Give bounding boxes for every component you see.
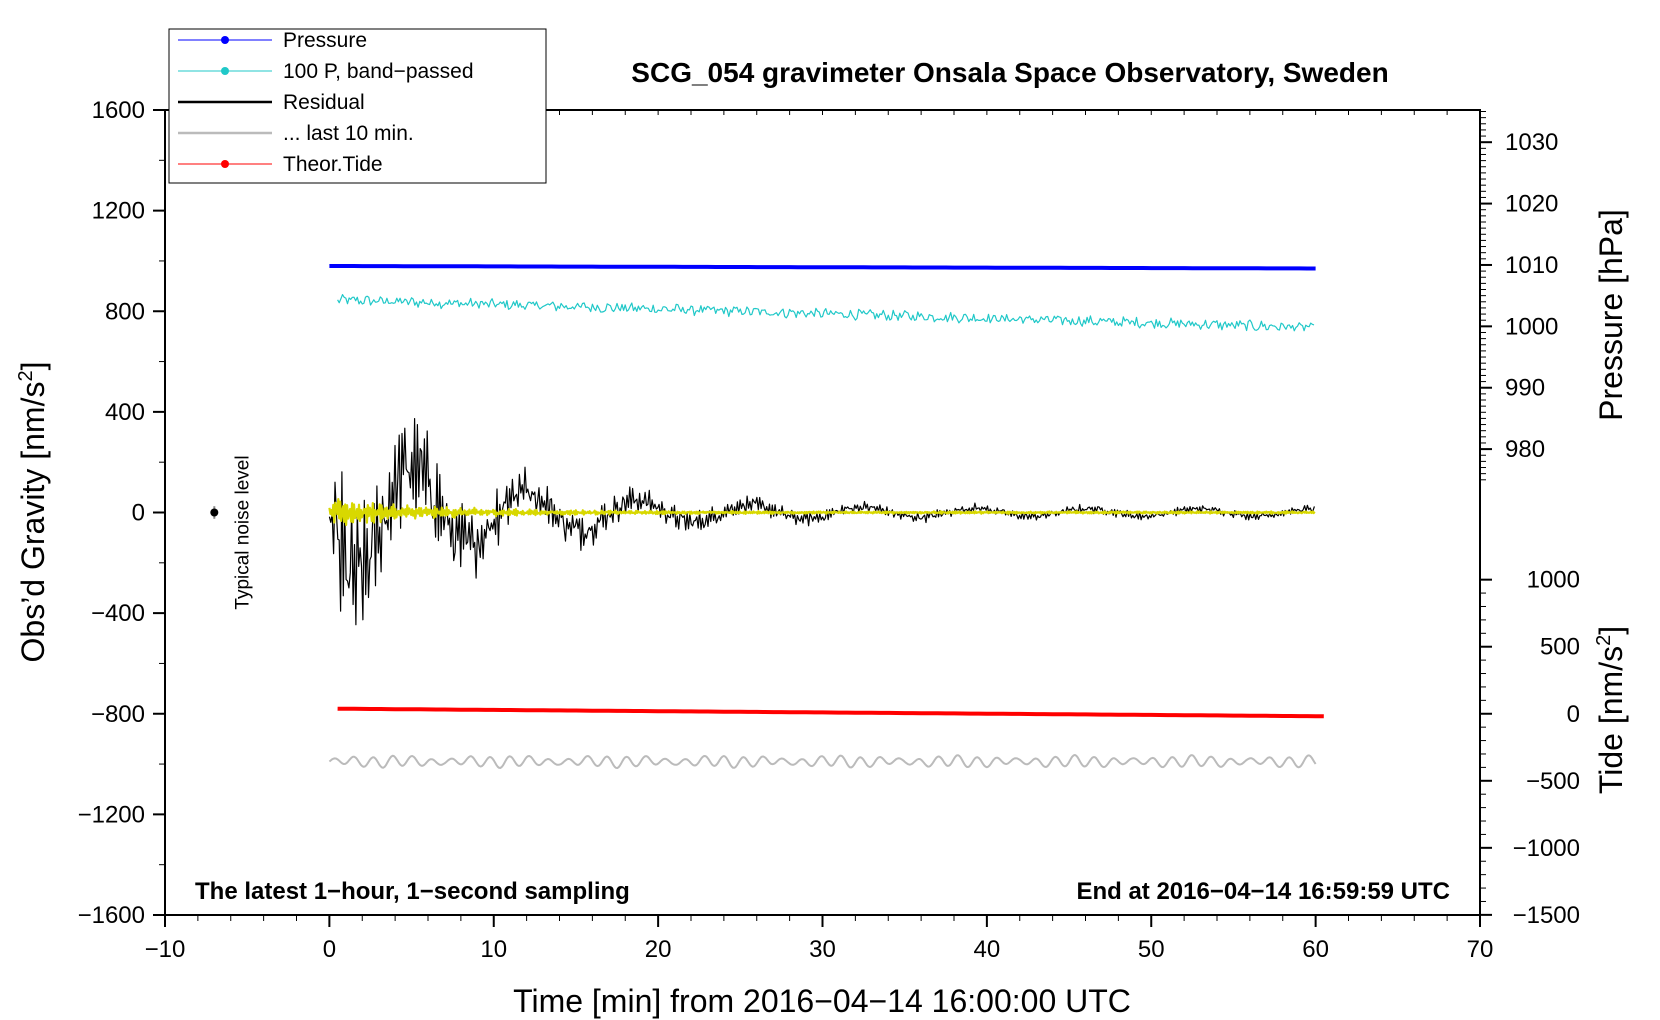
pressure-tick-label: 990 (1505, 375, 1545, 402)
y-tick-label: −1600 (78, 902, 145, 929)
pressure-tick-label: 1030 (1505, 129, 1558, 156)
y-axis-title-tide: Tide [nm/s2] (1593, 626, 1629, 794)
end-time-note: End at 2016−04−14 16:59:59 UTC (1076, 878, 1450, 905)
residual-line (328, 418, 1315, 626)
y-tick-label: 1600 (92, 97, 145, 124)
last10-line (328, 754, 1317, 769)
x-tick-label: 30 (809, 936, 836, 963)
y-axis-title-pressure: Pressure [hPa] (1593, 209, 1629, 421)
legend-label: Residual (283, 91, 365, 114)
y-tick-label: −1200 (78, 801, 145, 828)
tide-line (337, 706, 1324, 719)
legend-label: Theor.Tide (283, 153, 383, 176)
bandpassed-line (337, 294, 1315, 332)
tide-tick-label: −1500 (1513, 902, 1580, 929)
x-tick-label: 60 (1302, 936, 1329, 963)
legend-swatch-dot (221, 36, 229, 44)
y-axis-ticks-left: 1600 1200 800 400 0 −400 −800 −1200 −1600 (78, 97, 165, 929)
tide-tick-label: −500 (1526, 768, 1580, 795)
x-tick-label: 0 (323, 936, 336, 963)
chart-title: SCG_054 gravimeter Onsala Space Observat… (631, 57, 1388, 88)
x-tick-label: 10 (480, 936, 507, 963)
legend-label: 100 P, band−passed (283, 60, 474, 83)
tide-tick-label: −1000 (1513, 835, 1580, 862)
noise-dot (210, 508, 219, 517)
legend-label: ... last 10 min. (283, 122, 414, 145)
x-tick-label: 20 (645, 936, 672, 963)
y-tick-label: −400 (91, 600, 145, 627)
legend-entries: Pressure 100 P, band−passed Residual ... la… (178, 29, 474, 176)
x-tick-label: 70 (1467, 936, 1494, 963)
y-tick-label: 0 (132, 500, 145, 527)
pressure-tick-label: 1010 (1505, 252, 1558, 279)
x-tick-label: 40 (974, 936, 1001, 963)
y-tick-label: 1200 (92, 198, 145, 225)
noise-marker: Typical noise level (210, 455, 253, 610)
legend-label: Pressure (283, 29, 367, 52)
y-axis-ticks-tide: 1000 500 0 −500 −1000 −1500 (1480, 567, 1580, 929)
legend-swatch-dot (221, 160, 229, 168)
tide-tick-label: 500 (1540, 634, 1580, 661)
y-axis-ticks-pressure: 1030 1020 1010 1000 990 980 (1480, 111, 1558, 481)
y-tick-label: 400 (105, 399, 145, 426)
legend-swatch-dot (221, 67, 229, 75)
pressure-tick-label: 1020 (1505, 191, 1558, 218)
legend-box (168, 28, 547, 184)
y-tick-label: −800 (91, 701, 145, 728)
x-tick-label: −10 (145, 936, 186, 963)
tide-tick-label: 1000 (1527, 567, 1580, 594)
pressure-tick-label: 1000 (1505, 313, 1558, 340)
series-lines (328, 264, 1324, 769)
pressure-line (329, 264, 1316, 271)
pressure-tick-label: 980 (1505, 436, 1545, 463)
sampling-note: The latest 1−hour, 1−second sampling (195, 878, 630, 905)
x-axis-title: Time [min] from 2016−04−14 16:00:00 UTC (513, 983, 1131, 1019)
x-tick-label: 50 (1138, 936, 1165, 963)
noise-label: Typical noise level (232, 455, 253, 609)
y-axis-title-left: Obs’d Gravity [nm/s2] (15, 362, 51, 663)
legend: Pressure 100 P, band−passed Residual ... la… (168, 28, 547, 184)
y-tick-label: 800 (105, 298, 145, 325)
x-axis-ticks: −10 0 10 20 30 40 50 60 70 (145, 110, 1494, 963)
tide-tick-label: 0 (1567, 701, 1580, 728)
residual-smooth-line (328, 498, 1316, 526)
